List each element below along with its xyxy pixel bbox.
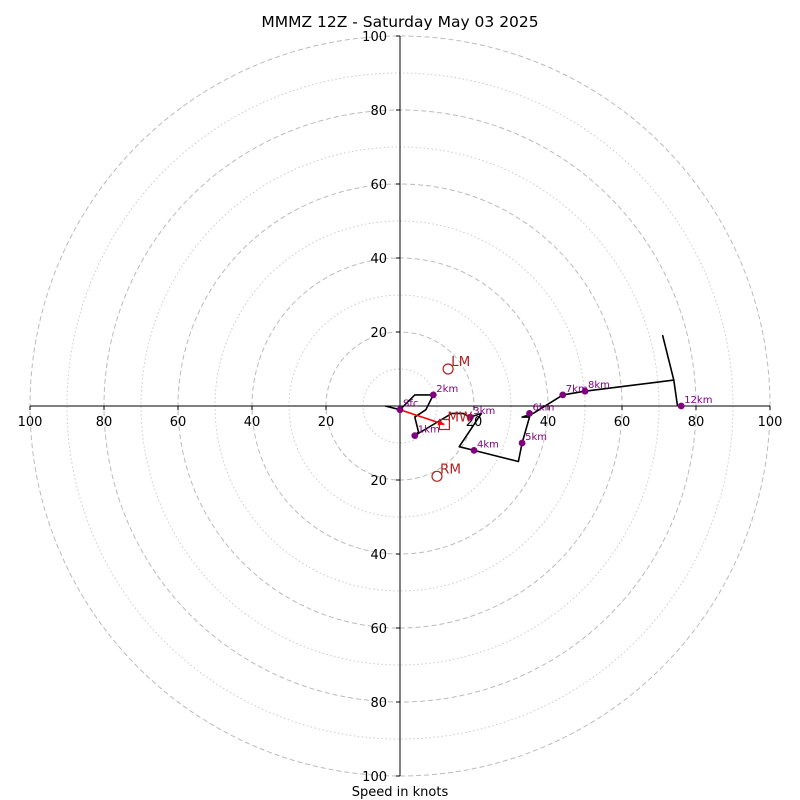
height-label-4km: 4km <box>477 439 499 450</box>
x-tick-label: 100 <box>18 415 43 430</box>
storm-label-MW: MW <box>447 410 472 426</box>
height-label-3km: 3km <box>473 406 495 417</box>
height-label-8km: 8km <box>588 380 610 391</box>
x-tick-label: 40 <box>540 415 557 430</box>
storm-motion-markers: LM MW RM <box>431 354 472 482</box>
height-label-Sfc: Sfc <box>403 399 418 410</box>
height-point-Sfc <box>396 406 404 414</box>
hodograph-trace-group <box>385 334 679 463</box>
storm-marker-RM <box>431 470 443 482</box>
x-tick-label: 20 <box>318 415 335 430</box>
storm-label-LM: LM <box>451 354 470 370</box>
y-tick-label: 60 <box>370 622 387 637</box>
height-label-7km: 7km <box>566 384 588 395</box>
height-point-8km <box>581 387 589 395</box>
y-tick-label: 40 <box>370 252 387 267</box>
x-axis-label: Speed in knots <box>352 785 449 800</box>
height-point-3km <box>466 413 474 421</box>
x-tick-label: 100 <box>758 415 783 430</box>
height-label-6km: 6km <box>533 402 555 413</box>
storm-marker-LM <box>442 363 454 375</box>
storm-marker-MW <box>438 418 450 431</box>
height-point-5km <box>518 439 526 447</box>
height-label-5km: 5km <box>525 432 547 443</box>
tick-labels: 1001008080606040402020202040406060808010… <box>18 30 783 785</box>
x-tick-label: 80 <box>688 415 705 430</box>
y-tick-label: 60 <box>370 178 387 193</box>
x-tick-label: 80 <box>96 415 113 430</box>
height-point-4km <box>470 447 478 454</box>
height-points: Sfc 1km 2km 3km 4km 5km 6km 7km 8km 12km <box>396 380 712 454</box>
height-label-12km: 12km <box>684 395 712 406</box>
chart-title: MMMZ 12Z - Saturday May 03 2025 <box>261 13 538 31</box>
y-tick-label: 80 <box>370 696 387 711</box>
height-point-6km <box>526 410 533 417</box>
y-tick-label: 20 <box>370 474 387 489</box>
height-point-12km <box>677 402 685 410</box>
axes <box>30 36 770 776</box>
height-point-1km <box>411 432 419 439</box>
height-point-7km <box>559 391 567 399</box>
height-label-1km: 1km <box>418 425 440 436</box>
y-tick-label: 40 <box>370 548 387 563</box>
x-tick-label: 40 <box>244 415 261 430</box>
x-tick-label: 60 <box>170 415 187 430</box>
y-tick-label: 100 <box>362 30 387 45</box>
hodograph-line <box>385 334 679 463</box>
mean-wind-vector <box>399 408 445 426</box>
y-tick-label: 100 <box>362 770 387 785</box>
y-tick-label: 20 <box>370 326 387 341</box>
storm-label-RM: RM <box>440 461 461 477</box>
y-tick-label: 80 <box>370 104 387 119</box>
x-tick-label: 60 <box>614 415 631 430</box>
height-label-2km: 2km <box>436 384 458 395</box>
height-point-2km <box>429 391 437 399</box>
